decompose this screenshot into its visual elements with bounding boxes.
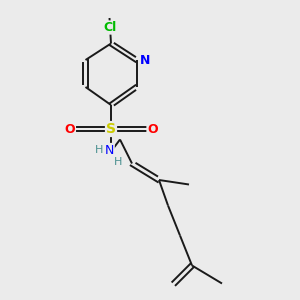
Text: N: N	[105, 143, 114, 157]
Text: N: N	[140, 53, 150, 67]
Text: Cl: Cl	[103, 21, 116, 34]
Text: H: H	[114, 157, 123, 167]
Text: O: O	[64, 122, 75, 136]
Text: H: H	[95, 145, 103, 155]
Text: S: S	[106, 122, 116, 136]
Text: O: O	[147, 122, 158, 136]
